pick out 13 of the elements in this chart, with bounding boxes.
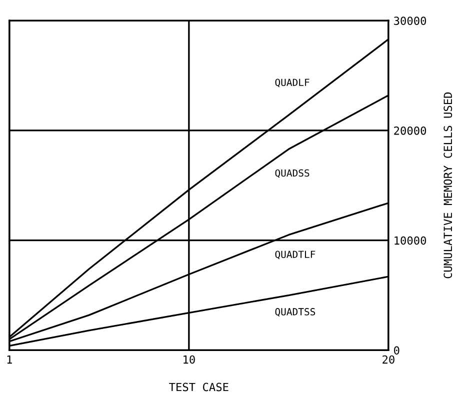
series-label: QUADTLF bbox=[275, 250, 316, 260]
y-tick-label: 0 bbox=[394, 346, 400, 355]
series-label: QUADLF bbox=[275, 78, 310, 88]
x-tick-label: 10 bbox=[184, 355, 195, 364]
x-tick-label: 1 bbox=[7, 355, 12, 364]
series-label: QUADTSS bbox=[275, 308, 316, 317]
y-tick-label: 30000 bbox=[394, 16, 426, 26]
y-axis-title: CUMULATIVE MEMORY CELLS USED bbox=[444, 92, 452, 278]
x-axis-title: TEST CASE bbox=[169, 382, 228, 392]
y-tick-label: 20000 bbox=[394, 126, 426, 135]
y-tick-label: 10000 bbox=[394, 236, 426, 245]
x-tick-label: 20 bbox=[382, 355, 394, 364]
series-label: QUADSS bbox=[275, 169, 310, 178]
